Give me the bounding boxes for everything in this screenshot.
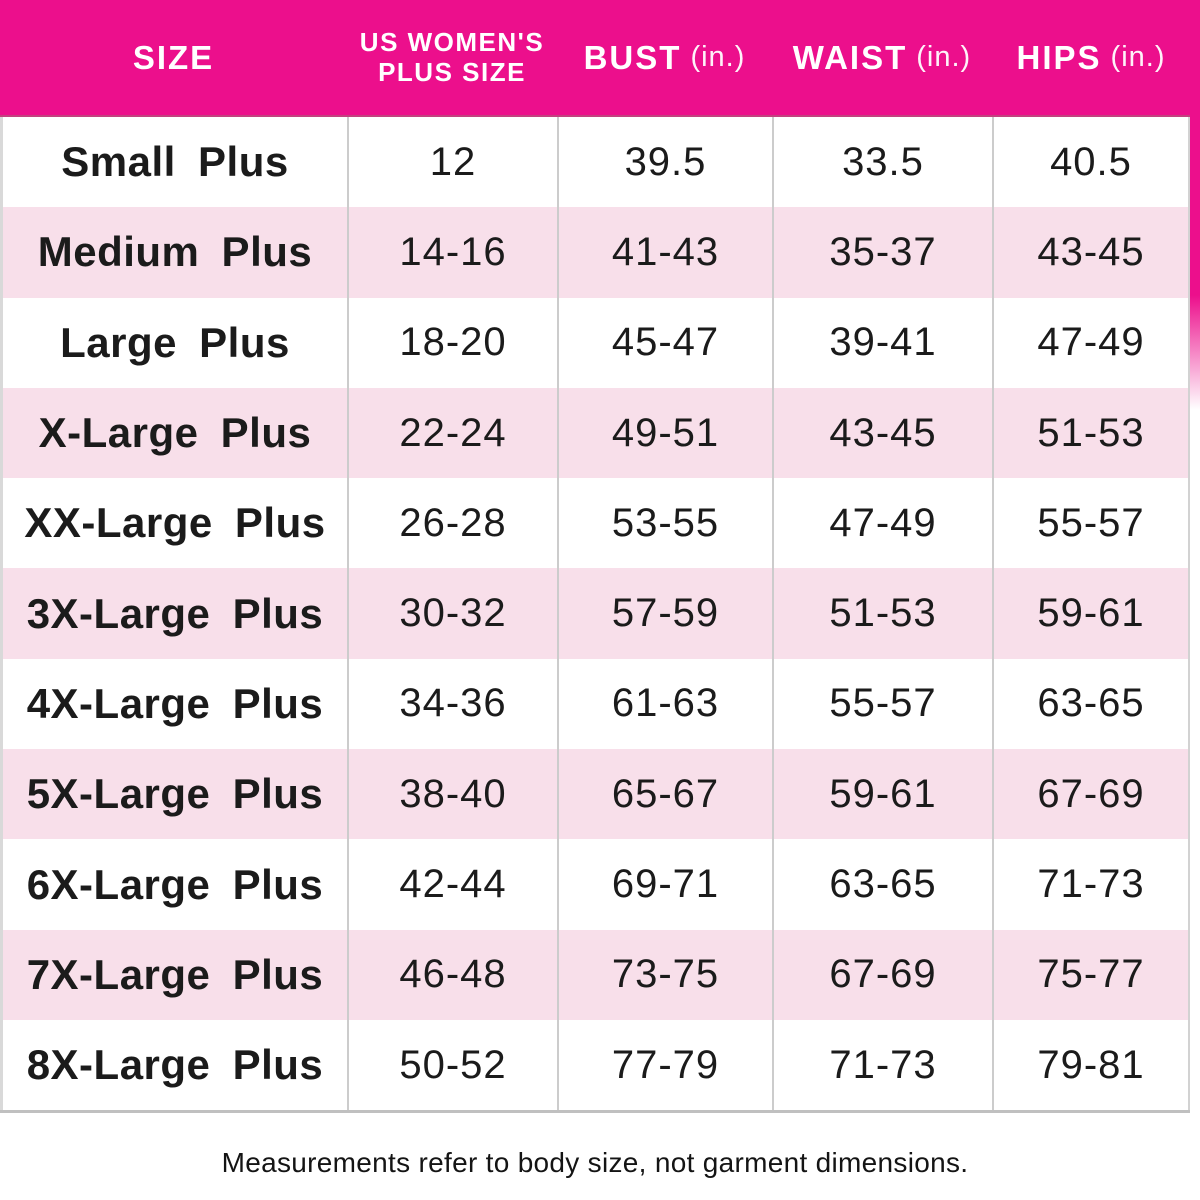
- value-cell: 46-48: [347, 929, 557, 1020]
- column-header-unit: (in.): [916, 41, 972, 73]
- size-label-cell: Large Plus: [0, 297, 347, 388]
- value-cell: 18-20: [347, 297, 557, 388]
- size-label-cell: 8X-Large Plus: [0, 1019, 347, 1111]
- measurement-footnote: Measurements refer to body size, not gar…: [221, 1147, 969, 1179]
- value-cell: 69-71: [557, 839, 772, 930]
- value-cell: 34-36: [347, 658, 557, 750]
- size-label-cell: XX-Large Plus: [0, 478, 347, 569]
- table-row: 6X-Large Plus 42-44 69-71 63-65 71-73: [0, 839, 1190, 930]
- table-header-row: SIZE US WOMEN'S PLUS SIZE BUST (in.) WAI…: [0, 0, 1190, 117]
- column-header-unit: (in.): [690, 41, 746, 73]
- size-label-cell: 4X-Large Plus: [0, 658, 347, 750]
- value-cell: 45-47: [557, 297, 772, 388]
- value-cell: 47-49: [772, 478, 992, 569]
- value-cell: 75-77: [992, 929, 1190, 1020]
- size-label-cell: 6X-Large Plus: [0, 839, 347, 930]
- value-cell: 55-57: [772, 658, 992, 750]
- table-row: XX-Large Plus 26-28 53-55 47-49 55-57: [0, 478, 1190, 569]
- value-cell: 59-61: [992, 568, 1190, 659]
- value-cell: 67-69: [772, 929, 992, 1020]
- value-cell: 55-57: [992, 478, 1190, 569]
- value-cell: 59-61: [772, 749, 992, 840]
- value-cell: 51-53: [992, 387, 1190, 479]
- value-cell: 63-65: [992, 658, 1190, 750]
- table-row: 5X-Large Plus 38-40 65-67 59-61 67-69: [0, 749, 1190, 840]
- size-label-cell: 7X-Large Plus: [0, 929, 347, 1020]
- value-cell: 71-73: [992, 839, 1190, 930]
- value-cell: 14-16: [347, 207, 557, 298]
- column-header-us-plus-size: US WOMEN'S PLUS SIZE: [347, 26, 557, 88]
- value-cell: 38-40: [347, 749, 557, 840]
- column-header-label: US WOMEN'S PLUS SIZE: [359, 26, 545, 87]
- value-cell: 57-59: [557, 568, 772, 659]
- column-header-unit: (in.): [1110, 41, 1166, 73]
- value-cell: 67-69: [992, 749, 1190, 840]
- table-row: 3X-Large Plus 30-32 57-59 51-53 59-61: [0, 568, 1190, 659]
- value-cell: 43-45: [772, 387, 992, 479]
- value-cell: 65-67: [557, 749, 772, 840]
- table-row: 4X-Large Plus 34-36 61-63 55-57 63-65: [0, 658, 1190, 750]
- value-cell: 63-65: [772, 839, 992, 930]
- size-table-body: Small Plus 12 39.5 33.5 40.5 Medium Plus 14-16…: [0, 117, 1190, 1114]
- size-label-cell: Medium Plus: [0, 207, 347, 298]
- value-cell: 12: [347, 117, 557, 208]
- value-cell: 79-81: [992, 1019, 1190, 1111]
- table-row: Medium Plus 14-16 41-43 35-37 43-45: [0, 207, 1190, 298]
- value-cell: 35-37: [772, 207, 992, 298]
- size-label-cell: X-Large Plus: [0, 387, 347, 479]
- column-header-bust: BUST (in.): [557, 39, 772, 77]
- column-header-label: HIPS: [1016, 38, 1102, 76]
- value-cell: 42-44: [347, 839, 557, 930]
- value-cell: 51-53: [772, 568, 992, 659]
- column-header-waist: WAIST (in.): [772, 39, 992, 77]
- pink-edge-decoration: [1190, 0, 1200, 410]
- table-row: 7X-Large Plus 46-48 73-75 67-69 75-77: [0, 929, 1190, 1020]
- value-cell: 40.5: [992, 117, 1190, 208]
- value-cell: 43-45: [992, 207, 1190, 298]
- value-cell: 77-79: [557, 1019, 772, 1111]
- size-label-cell: 5X-Large Plus: [0, 749, 347, 840]
- value-cell: 22-24: [347, 387, 557, 479]
- value-cell: 47-49: [992, 297, 1190, 388]
- value-cell: 39.5: [557, 117, 772, 208]
- value-cell: 41-43: [557, 207, 772, 298]
- value-cell: 53-55: [557, 478, 772, 569]
- table-row: Large Plus 18-20 45-47 39-41 47-49: [0, 297, 1190, 388]
- table-row: Small Plus 12 39.5 33.5 40.5: [0, 117, 1190, 208]
- value-cell: 49-51: [557, 387, 772, 479]
- table-row: 8X-Large Plus 50-52 77-79 71-73 79-81: [0, 1019, 1190, 1111]
- value-cell: 26-28: [347, 478, 557, 569]
- value-cell: 71-73: [772, 1019, 992, 1111]
- value-cell: 61-63: [557, 658, 772, 750]
- value-cell: 73-75: [557, 929, 772, 1020]
- value-cell: 33.5: [772, 117, 992, 208]
- value-cell: 39-41: [772, 297, 992, 388]
- size-label-cell: Small Plus: [0, 117, 347, 208]
- size-label-cell: 3X-Large Plus: [0, 568, 347, 659]
- column-header-label: BUST: [583, 38, 682, 76]
- table-row: X-Large Plus 22-24 49-51 43-45 51-53: [0, 387, 1190, 479]
- column-header-label: WAIST: [792, 38, 908, 76]
- column-header-size: SIZE: [0, 39, 347, 77]
- value-cell: 30-32: [347, 568, 557, 659]
- column-header-label: SIZE: [132, 38, 215, 76]
- value-cell: 50-52: [347, 1019, 557, 1111]
- column-header-hips: HIPS (in.): [992, 39, 1190, 77]
